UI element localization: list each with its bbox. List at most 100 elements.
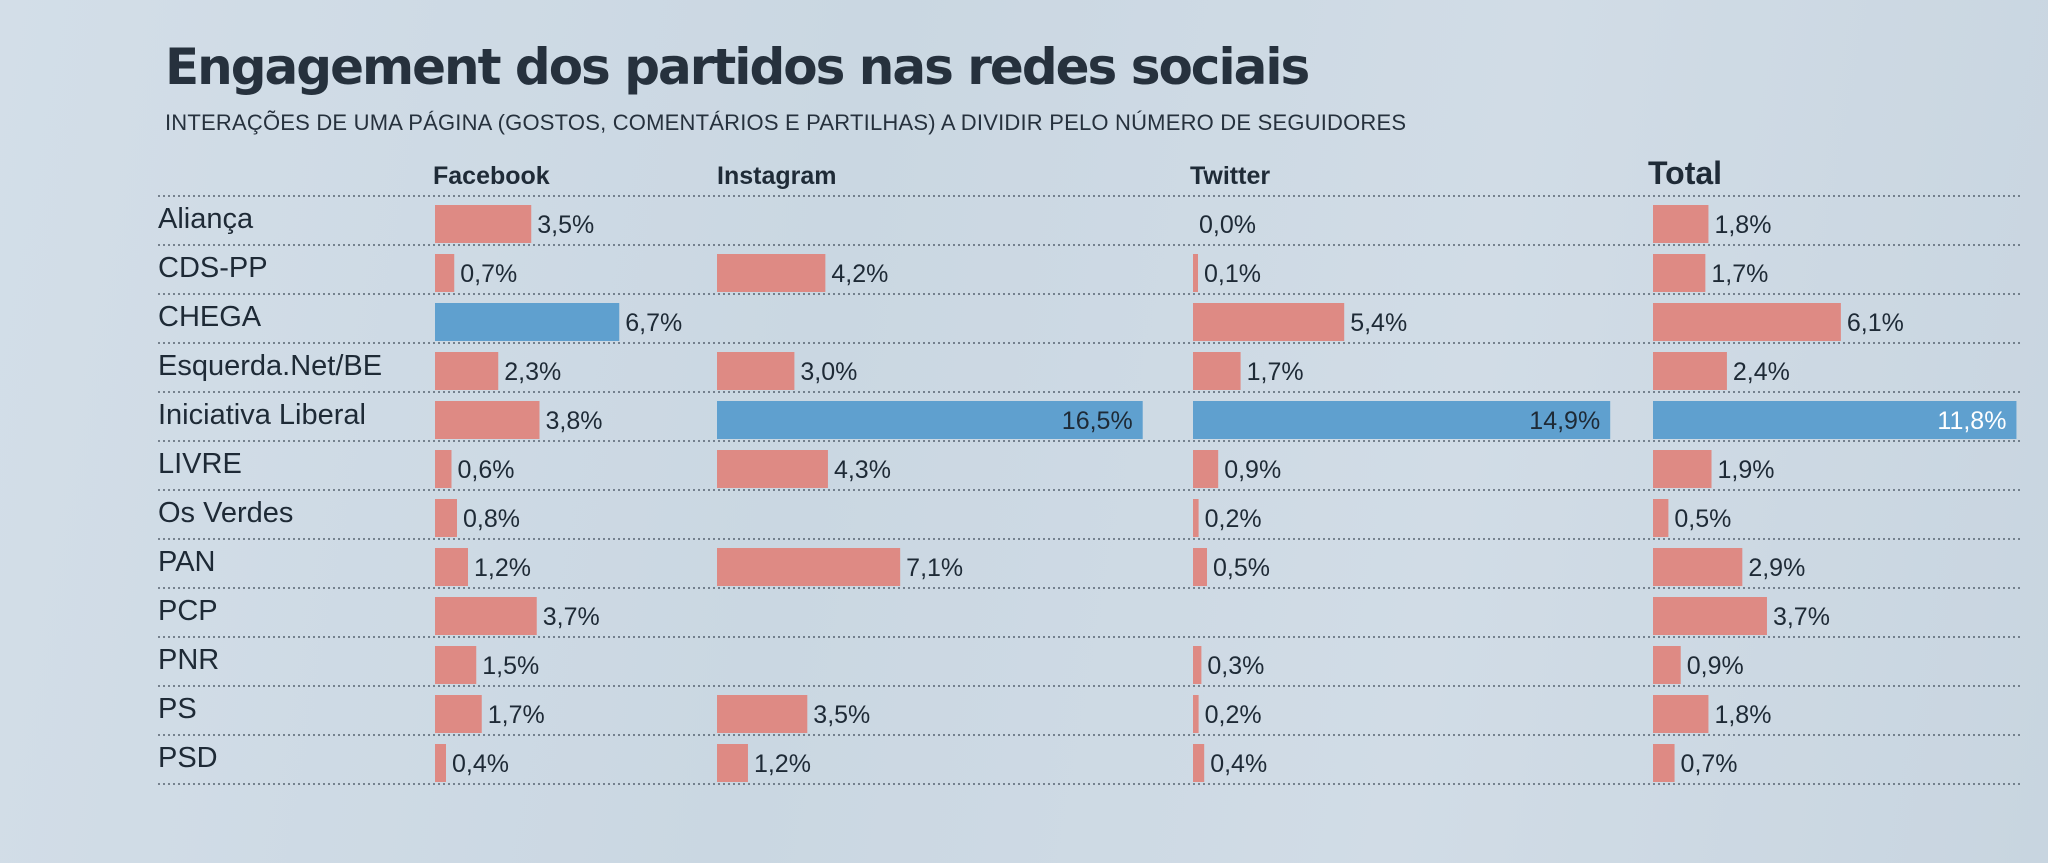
bar-facebook bbox=[435, 597, 537, 635]
value-label: 3,5% bbox=[537, 211, 594, 239]
value-label: 4,3% bbox=[834, 456, 891, 484]
value-label: 0,5% bbox=[1674, 505, 1731, 533]
bar-instagram bbox=[717, 401, 1143, 439]
category-label: Os Verdes bbox=[158, 497, 293, 529]
value-label: 16,5% bbox=[1062, 407, 1133, 435]
value-label: 1,2% bbox=[754, 750, 811, 778]
category-label: PAN bbox=[158, 546, 215, 578]
value-label: 0,4% bbox=[1210, 750, 1267, 778]
value-label: 1,7% bbox=[488, 701, 545, 729]
bar-total bbox=[1653, 254, 1706, 292]
bar-instagram bbox=[717, 352, 795, 390]
value-label: 3,8% bbox=[546, 407, 603, 435]
category-label: PSD bbox=[158, 742, 218, 774]
bar-total bbox=[1653, 401, 2017, 439]
category-label: PCP bbox=[158, 595, 218, 627]
value-label: 2,3% bbox=[504, 358, 561, 386]
category-label: Esquerda.Net/BE bbox=[158, 350, 382, 382]
bar-facebook bbox=[435, 499, 457, 537]
value-label: 0,7% bbox=[460, 260, 517, 288]
bar-facebook bbox=[435, 352, 499, 390]
category-label: LIVRE bbox=[158, 448, 242, 480]
bar-total bbox=[1653, 352, 1727, 390]
value-label: 3,7% bbox=[543, 603, 600, 631]
value-label: 1,8% bbox=[1714, 211, 1771, 239]
bar-total bbox=[1653, 695, 1709, 733]
value-label: 1,2% bbox=[474, 554, 531, 582]
category-label: CDS-PP bbox=[158, 252, 268, 284]
bar-twitter bbox=[1193, 352, 1241, 390]
bar-facebook bbox=[435, 401, 540, 439]
bar-twitter bbox=[1193, 499, 1199, 537]
value-label: 0,4% bbox=[452, 750, 509, 778]
bar-facebook bbox=[435, 646, 477, 684]
value-label: 6,1% bbox=[1847, 309, 1904, 337]
series-header-facebook: Facebook bbox=[433, 162, 550, 190]
bar-total bbox=[1653, 499, 1669, 537]
bar-facebook bbox=[435, 450, 452, 488]
bar-total bbox=[1653, 548, 1743, 586]
bar-twitter bbox=[1193, 744, 1205, 782]
value-label: 3,7% bbox=[1773, 603, 1830, 631]
bar-facebook bbox=[435, 254, 455, 292]
chart-subtitle: INTERAÇÕES DE UMA PÁGINA (GOSTOS, COMENT… bbox=[165, 110, 1407, 135]
value-label: 0,7% bbox=[1681, 750, 1738, 778]
bar-total bbox=[1653, 450, 1712, 488]
value-label: 3,0% bbox=[800, 358, 857, 386]
value-label: 1,8% bbox=[1714, 701, 1771, 729]
value-label: 2,4% bbox=[1733, 358, 1790, 386]
bar-twitter bbox=[1193, 303, 1345, 341]
series-header-total: Total bbox=[1648, 155, 1722, 191]
value-label: 0,9% bbox=[1224, 456, 1281, 484]
category-label: PS bbox=[158, 693, 197, 725]
series-header-instagram: Instagram bbox=[717, 162, 836, 190]
value-label: 0,1% bbox=[1204, 260, 1261, 288]
value-label: 1,9% bbox=[1718, 456, 1775, 484]
value-label: 1,7% bbox=[1711, 260, 1768, 288]
value-label: 0,9% bbox=[1687, 652, 1744, 680]
value-label: 0,6% bbox=[458, 456, 515, 484]
bar-facebook bbox=[435, 303, 620, 341]
chart-title: Engagement dos partidos nas redes sociai… bbox=[165, 38, 1310, 96]
bar-total bbox=[1653, 303, 1841, 341]
value-label: 14,9% bbox=[1529, 407, 1600, 435]
value-label: 0,0% bbox=[1199, 211, 1256, 239]
bar-twitter bbox=[1193, 695, 1199, 733]
bar-total bbox=[1653, 744, 1675, 782]
bar-instagram bbox=[717, 695, 808, 733]
value-label: 5,4% bbox=[1350, 309, 1407, 337]
bar-twitter bbox=[1193, 401, 1611, 439]
value-label: 0,3% bbox=[1207, 652, 1264, 680]
category-label: Aliança bbox=[158, 203, 254, 235]
bar-facebook bbox=[435, 744, 446, 782]
bar-instagram bbox=[717, 254, 826, 292]
bar-facebook bbox=[435, 695, 482, 733]
bar-instagram bbox=[717, 450, 828, 488]
value-label: 0,2% bbox=[1205, 505, 1262, 533]
value-label: 6,7% bbox=[625, 309, 682, 337]
series-header-twitter: Twitter bbox=[1190, 162, 1270, 190]
value-label: 4,2% bbox=[831, 260, 888, 288]
value-label: 11,8% bbox=[1937, 407, 2006, 435]
bar-instagram bbox=[717, 744, 748, 782]
value-label: 0,2% bbox=[1205, 701, 1262, 729]
bar-instagram bbox=[717, 548, 901, 586]
value-label: 0,5% bbox=[1213, 554, 1270, 582]
value-label: 2,9% bbox=[1748, 554, 1805, 582]
category-label: PNR bbox=[158, 644, 219, 676]
category-label: Iniciativa Liberal bbox=[158, 399, 366, 431]
value-label: 3,5% bbox=[813, 701, 870, 729]
bar-facebook bbox=[435, 548, 468, 586]
bar-facebook bbox=[435, 205, 532, 243]
value-label: 0,8% bbox=[463, 505, 520, 533]
category-label: CHEGA bbox=[158, 301, 262, 333]
bar-twitter bbox=[1193, 548, 1207, 586]
value-label: 7,1% bbox=[906, 554, 963, 582]
bar-total bbox=[1653, 646, 1681, 684]
bar-total bbox=[1653, 205, 1709, 243]
value-label: 1,7% bbox=[1247, 358, 1304, 386]
bar-twitter bbox=[1193, 646, 1202, 684]
value-label: 1,5% bbox=[482, 652, 539, 680]
bar-total bbox=[1653, 597, 1767, 635]
